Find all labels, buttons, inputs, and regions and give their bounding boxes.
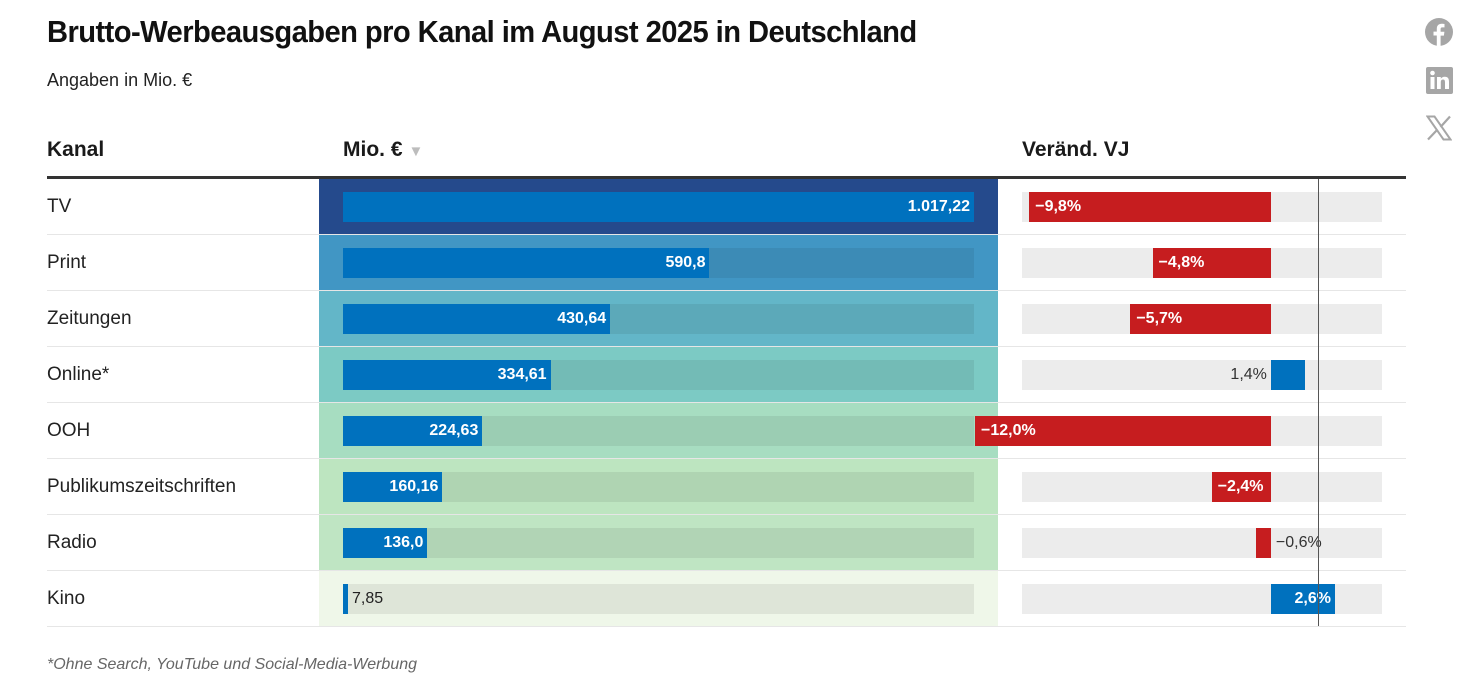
table-row: Zeitungen 430,64 −5,7% bbox=[47, 291, 1406, 347]
change-zero-line bbox=[1318, 179, 1319, 626]
kanal-label: Print bbox=[47, 252, 87, 273]
change-label: −12,0% bbox=[981, 422, 1036, 439]
value-bar bbox=[343, 304, 611, 334]
table-row: TV 1.017,22 −9,8% bbox=[47, 179, 1406, 235]
change-label: −4,8% bbox=[1158, 254, 1205, 271]
facebook-icon bbox=[1425, 18, 1453, 46]
kanal-label: Radio bbox=[47, 532, 97, 553]
change-label: −2,4% bbox=[1217, 478, 1264, 495]
sort-descending-icon[interactable]: ▼ bbox=[408, 143, 424, 160]
kanal-label: Zeitungen bbox=[47, 308, 132, 329]
share-linkedin-button[interactable] bbox=[1424, 65, 1454, 95]
value-bar-track bbox=[343, 584, 974, 614]
value-label: 590,8 bbox=[665, 254, 706, 271]
row-divider bbox=[47, 514, 1406, 515]
value-label: 334,61 bbox=[497, 366, 547, 383]
kanal-label: Kino bbox=[47, 588, 86, 609]
row-divider bbox=[47, 570, 1406, 571]
change-label: −5,7% bbox=[1136, 310, 1183, 327]
change-bar-negative bbox=[1130, 304, 1271, 334]
change-bar-track bbox=[1022, 472, 1382, 502]
chart-title: Brutto-Werbeausgaben pro Kanal im August… bbox=[47, 14, 917, 49]
footnote: *Ohne Search, YouTube und Social-Media-W… bbox=[47, 656, 418, 673]
change-bar-track bbox=[1022, 528, 1382, 558]
row-divider bbox=[47, 626, 1406, 627]
change-bar-negative bbox=[1152, 248, 1271, 278]
table-row: Publikumszeitschriften 160,16 −2,4% bbox=[47, 459, 1406, 515]
kanal-label: Publikumszeitschriften bbox=[47, 476, 237, 497]
row-divider bbox=[47, 402, 1406, 403]
column-header-mio[interactable]: Mio. € ▼ bbox=[343, 138, 424, 161]
value-bar bbox=[343, 584, 348, 614]
kanal-label: TV bbox=[47, 196, 72, 217]
table-row: OOH 224,63 −12,0% bbox=[47, 403, 1406, 459]
change-label: 2,6% bbox=[1294, 590, 1331, 607]
change-bar-track bbox=[1022, 360, 1382, 390]
share-facebook-button[interactable] bbox=[1424, 17, 1454, 47]
change-bar-negative bbox=[975, 416, 1271, 446]
value-cell-background bbox=[319, 515, 998, 571]
value-label: 224,63 bbox=[429, 422, 479, 439]
value-bar-track bbox=[343, 528, 974, 558]
row-divider bbox=[47, 234, 1406, 235]
table-row: Print 590,8 −4,8% bbox=[47, 235, 1406, 291]
value-label: 1.017,22 bbox=[907, 198, 970, 215]
x-icon bbox=[1426, 115, 1452, 141]
column-header-change[interactable]: Veränd. VJ bbox=[1022, 138, 1130, 161]
row-divider bbox=[47, 346, 1406, 347]
row-divider bbox=[47, 290, 1406, 291]
linkedin-icon bbox=[1425, 66, 1453, 94]
change-label: −0,6% bbox=[1275, 534, 1322, 551]
table-row: Radio 136,0 −0,6% bbox=[47, 515, 1406, 571]
share-x-button[interactable] bbox=[1424, 113, 1454, 143]
change-bar-negative bbox=[1029, 192, 1271, 222]
value-label: 160,16 bbox=[389, 478, 439, 495]
value-bar bbox=[343, 248, 710, 278]
change-bar-negative bbox=[1211, 472, 1271, 502]
value-bar bbox=[343, 416, 483, 446]
kanal-label: OOH bbox=[47, 420, 91, 441]
value-bar bbox=[343, 528, 428, 558]
change-label: 1,4% bbox=[1230, 366, 1267, 383]
change-bar-negative bbox=[1256, 528, 1271, 558]
change-bar-positive bbox=[1270, 584, 1335, 614]
value-bar bbox=[343, 472, 443, 502]
header-rule bbox=[47, 176, 1406, 179]
table-row: Online* 334,61 1,4% bbox=[47, 347, 1406, 403]
value-label: 7,85 bbox=[352, 590, 384, 607]
chart-subtitle: Angaben in Mio. € bbox=[47, 70, 193, 90]
table-row: Kino 7,85 2,6% bbox=[47, 571, 1406, 627]
kanal-label: Online* bbox=[47, 364, 110, 385]
value-cell-background bbox=[319, 571, 998, 627]
value-label: 136,0 bbox=[383, 534, 424, 551]
column-header-kanal[interactable]: Kanal bbox=[47, 138, 105, 161]
change-label: −9,8% bbox=[1035, 198, 1082, 215]
row-divider bbox=[47, 458, 1406, 459]
value-bar bbox=[343, 360, 551, 390]
value-label: 430,64 bbox=[557, 310, 607, 327]
value-bar-track bbox=[343, 472, 974, 502]
change-bar-positive bbox=[1270, 360, 1306, 390]
value-bar bbox=[343, 192, 974, 222]
